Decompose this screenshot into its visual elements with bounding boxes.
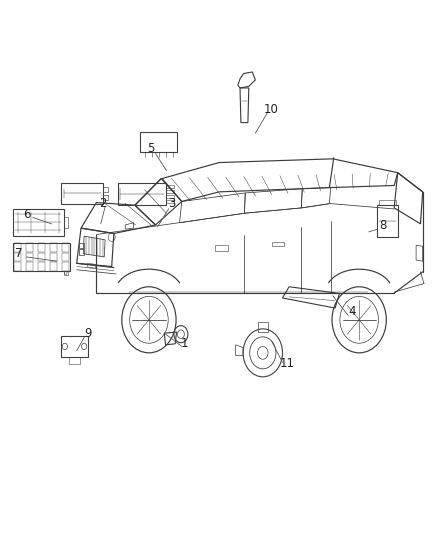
Text: 8: 8 bbox=[380, 219, 387, 232]
Text: 3: 3 bbox=[168, 197, 175, 210]
Text: 7: 7 bbox=[14, 247, 22, 260]
Text: 4: 4 bbox=[349, 305, 357, 318]
Text: 10: 10 bbox=[263, 103, 278, 116]
Text: 9: 9 bbox=[84, 327, 92, 340]
Text: 6: 6 bbox=[23, 208, 31, 221]
Text: 11: 11 bbox=[279, 357, 294, 370]
Text: 2: 2 bbox=[99, 197, 107, 210]
Text: 1: 1 bbox=[181, 337, 189, 350]
Text: 5: 5 bbox=[148, 142, 155, 155]
